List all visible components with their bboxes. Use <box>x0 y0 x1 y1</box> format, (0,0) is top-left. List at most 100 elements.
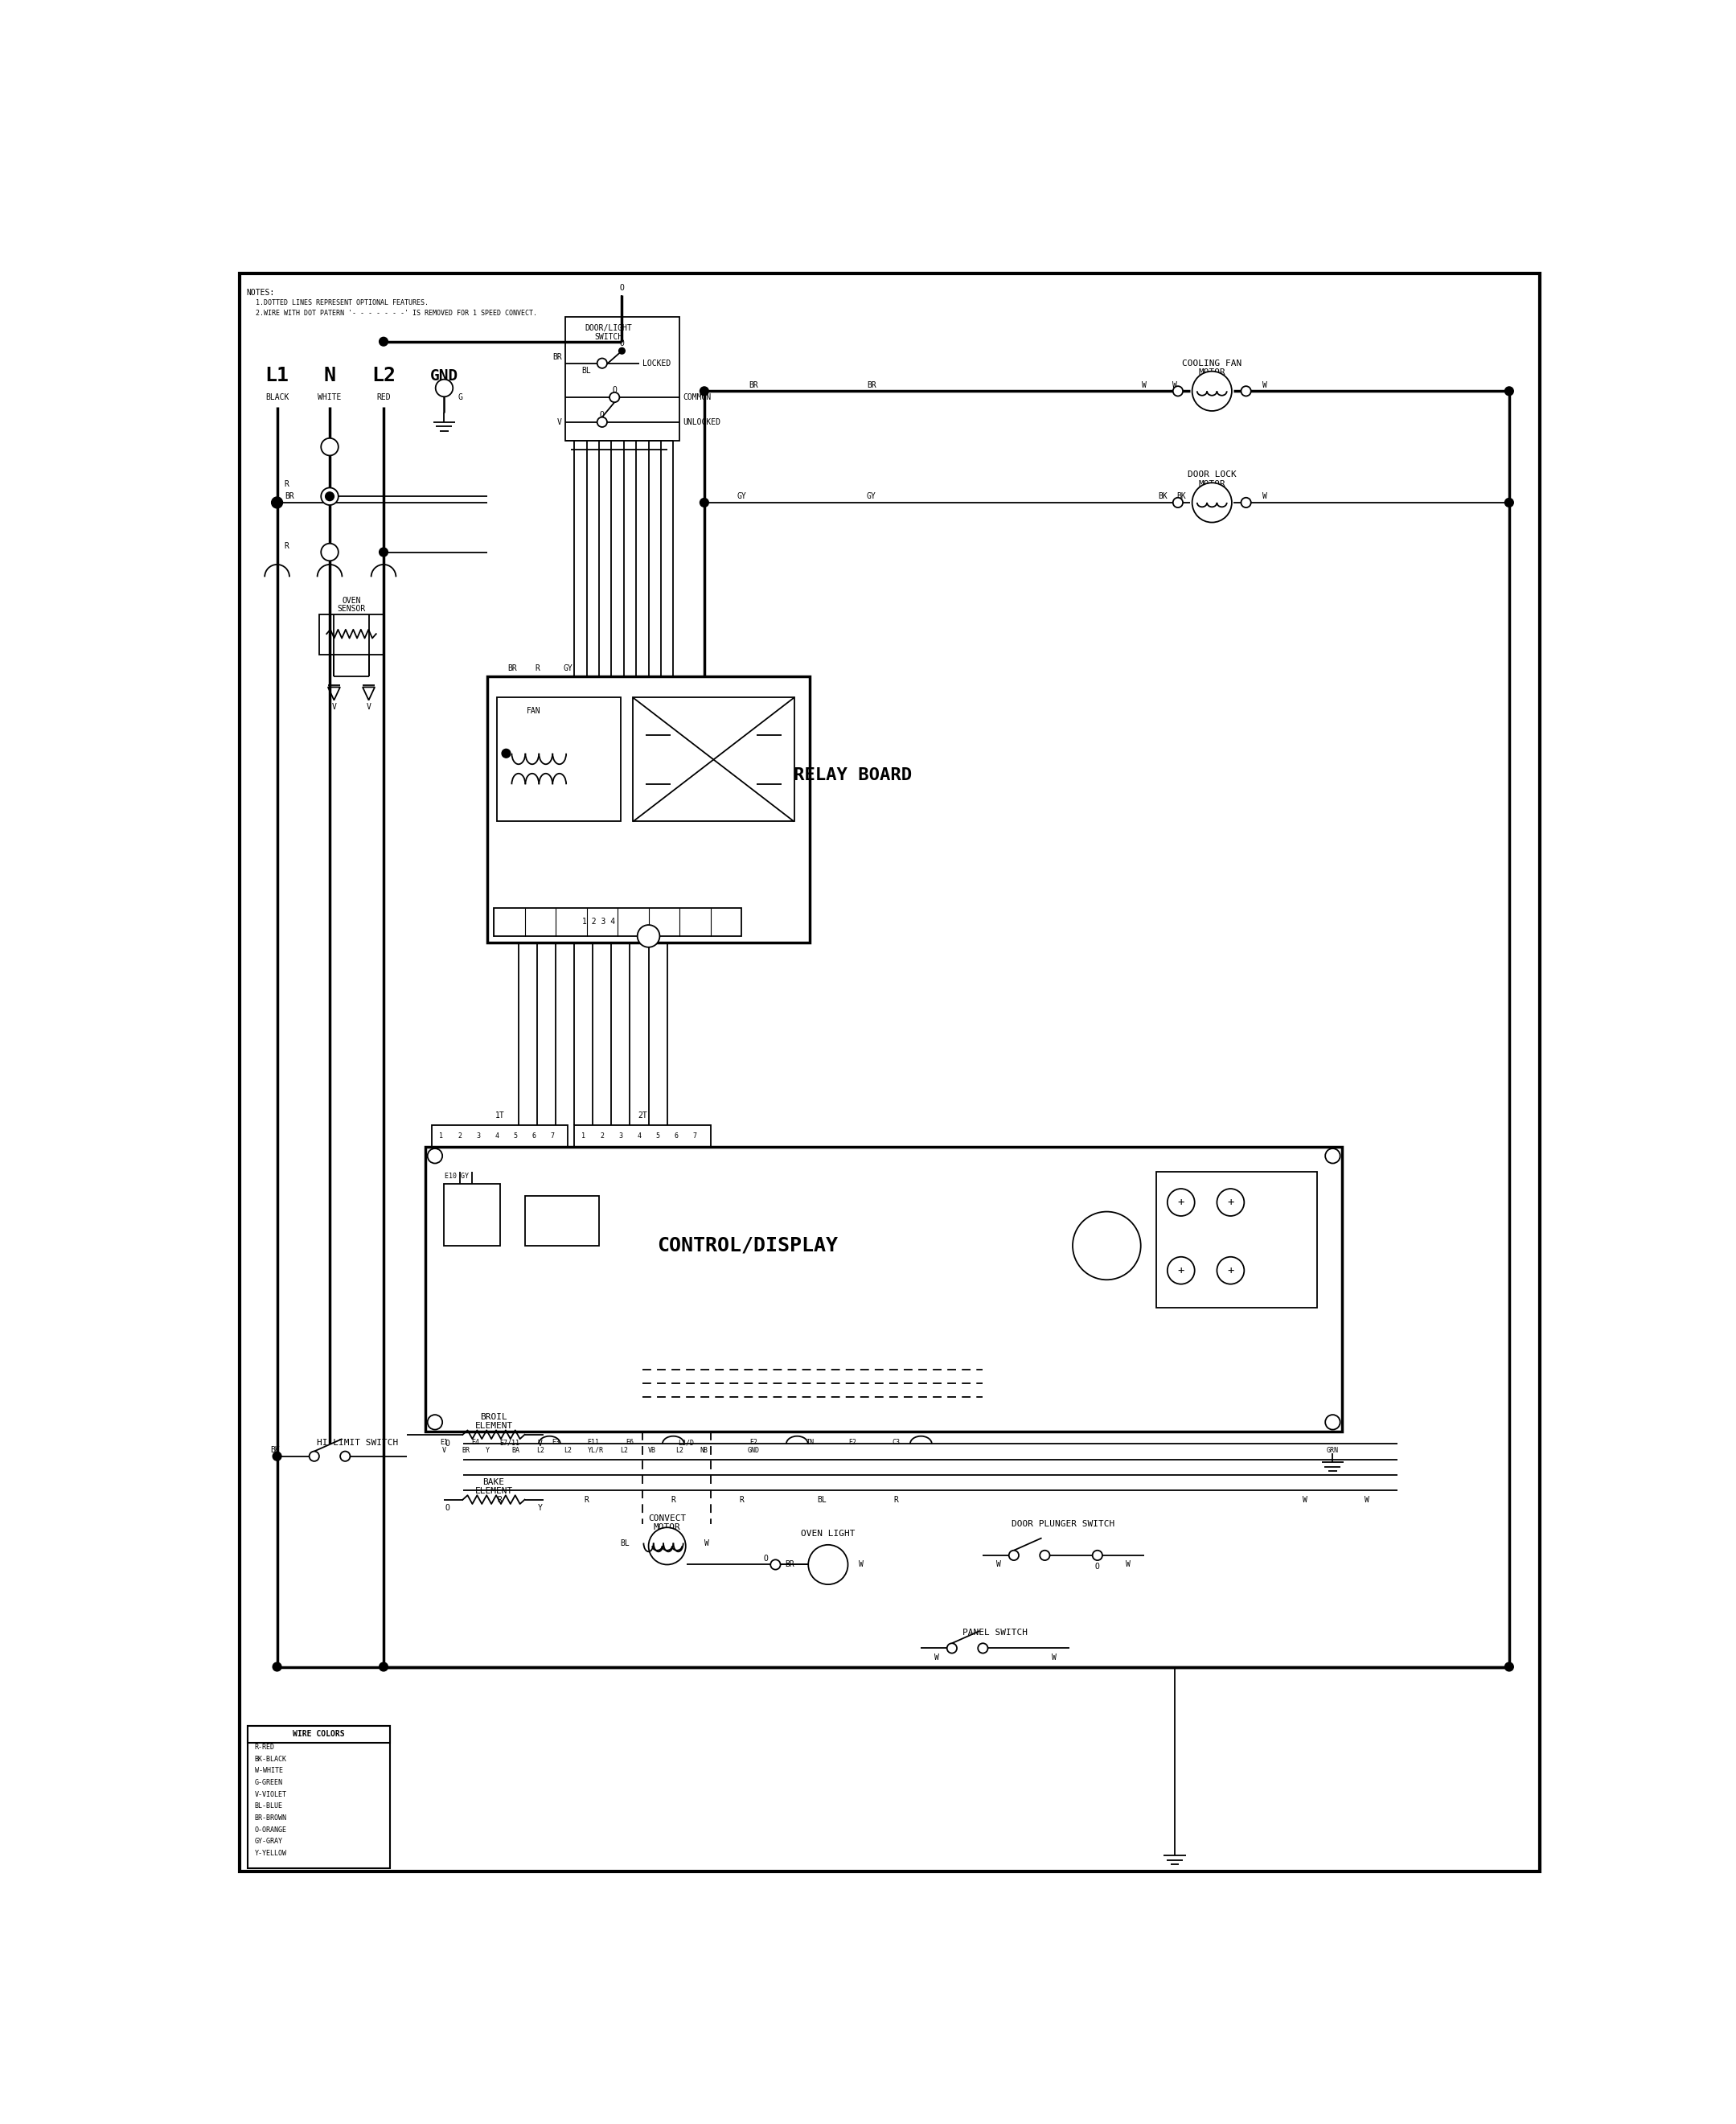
Circle shape <box>427 1415 443 1429</box>
Text: R: R <box>498 1495 502 1504</box>
Text: R: R <box>585 1495 589 1504</box>
Text: V: V <box>443 1446 446 1453</box>
Text: DOOR/LIGHT: DOOR/LIGHT <box>585 325 632 331</box>
Text: BR-BROWN: BR-BROWN <box>255 1814 286 1822</box>
Text: BL: BL <box>818 1495 826 1504</box>
Text: 5: 5 <box>514 1132 517 1141</box>
Text: BR: BR <box>748 380 759 389</box>
Bar <box>564 316 679 440</box>
Text: O: O <box>599 410 604 418</box>
Text: 1T: 1T <box>495 1111 505 1119</box>
Text: O: O <box>613 387 616 393</box>
Bar <box>524 1196 599 1245</box>
Circle shape <box>1217 1257 1245 1285</box>
Text: V-VIOLET: V-VIOLET <box>255 1791 286 1799</box>
Text: V: V <box>557 418 562 427</box>
Text: O: O <box>620 285 625 291</box>
Text: Y: Y <box>538 1504 543 1512</box>
Text: W: W <box>1262 380 1267 389</box>
Bar <box>575 1126 710 1147</box>
Bar <box>444 1183 500 1245</box>
Circle shape <box>1167 1257 1194 1285</box>
Text: CONTROL/DISPLAY: CONTROL/DISPLAY <box>658 1236 838 1255</box>
Text: C3: C3 <box>892 1440 901 1446</box>
Circle shape <box>1325 1415 1340 1429</box>
Text: L2: L2 <box>675 1446 684 1453</box>
Text: E10 GY: E10 GY <box>444 1172 469 1181</box>
Text: 7: 7 <box>550 1132 554 1141</box>
Circle shape <box>321 438 339 455</box>
Circle shape <box>618 348 625 355</box>
Circle shape <box>1174 497 1182 508</box>
Bar <box>319 614 384 654</box>
Text: W: W <box>934 1652 939 1661</box>
Bar <box>496 697 621 822</box>
Text: W: W <box>1364 1495 1370 1504</box>
Circle shape <box>1505 1663 1514 1672</box>
Text: V: V <box>332 703 337 712</box>
Circle shape <box>1167 1189 1194 1215</box>
Circle shape <box>436 380 453 397</box>
Text: V: V <box>366 703 372 712</box>
Text: VB: VB <box>648 1446 656 1453</box>
Circle shape <box>1009 1551 1019 1561</box>
Circle shape <box>340 1451 351 1461</box>
Circle shape <box>1092 1551 1102 1561</box>
Text: 7: 7 <box>693 1132 696 1141</box>
Circle shape <box>378 548 387 556</box>
Circle shape <box>502 750 510 758</box>
Circle shape <box>1217 1189 1245 1215</box>
Text: N: N <box>323 365 335 384</box>
Circle shape <box>271 497 283 508</box>
Bar <box>493 909 741 937</box>
Circle shape <box>1241 497 1252 508</box>
Text: MOTOR: MOTOR <box>653 1523 681 1531</box>
Circle shape <box>1241 387 1252 395</box>
Text: BR: BR <box>785 1561 793 1570</box>
Text: BR: BR <box>285 493 293 501</box>
Text: HI LIMIT SWITCH: HI LIMIT SWITCH <box>318 1438 398 1446</box>
Text: E2: E2 <box>750 1440 759 1446</box>
Text: LOCKED: LOCKED <box>642 359 670 367</box>
Circle shape <box>273 1453 281 1461</box>
Text: SENSOR: SENSOR <box>337 605 366 614</box>
Text: 3: 3 <box>618 1132 623 1141</box>
Text: E4: E4 <box>470 1440 479 1446</box>
Text: O: O <box>1095 1563 1101 1570</box>
Text: CONVECT: CONVECT <box>648 1514 686 1523</box>
Text: V: V <box>538 1440 543 1446</box>
Text: 4: 4 <box>495 1132 498 1141</box>
Text: 2: 2 <box>458 1132 462 1141</box>
Text: YL/R: YL/R <box>589 1446 604 1453</box>
Text: BK-BLACK: BK-BLACK <box>255 1754 286 1763</box>
Text: W: W <box>705 1540 708 1546</box>
Text: 6: 6 <box>531 1132 536 1141</box>
Text: BL-BLUE: BL-BLUE <box>255 1803 283 1810</box>
Text: R: R <box>535 665 540 673</box>
Text: O: O <box>444 1504 450 1512</box>
Text: BL: BL <box>582 367 592 374</box>
Text: BK: BK <box>1158 493 1167 501</box>
Text: +: + <box>1227 1196 1234 1209</box>
Text: 3: 3 <box>476 1132 481 1141</box>
Text: PANEL SWITCH: PANEL SWITCH <box>963 1629 1028 1638</box>
Text: OVEN: OVEN <box>342 597 361 605</box>
Circle shape <box>977 1644 988 1652</box>
Circle shape <box>597 416 608 427</box>
Text: ELEMENT: ELEMENT <box>474 1421 512 1429</box>
Text: 6: 6 <box>674 1132 679 1141</box>
Circle shape <box>378 1663 387 1672</box>
Text: GY: GY <box>866 493 877 501</box>
Text: SWITCH: SWITCH <box>594 333 623 340</box>
Text: GRN: GRN <box>1326 1446 1338 1453</box>
Bar <box>634 697 793 822</box>
Circle shape <box>1193 372 1233 410</box>
Text: L2: L2 <box>372 365 396 384</box>
Text: MOTOR: MOTOR <box>1198 480 1226 489</box>
Text: GY: GY <box>736 493 746 501</box>
Text: GND: GND <box>431 367 458 382</box>
Text: ELEMENT: ELEMENT <box>474 1487 512 1495</box>
Text: R: R <box>670 1495 675 1504</box>
Text: UNLOCKED: UNLOCKED <box>682 418 720 427</box>
Text: FAN: FAN <box>528 707 542 716</box>
